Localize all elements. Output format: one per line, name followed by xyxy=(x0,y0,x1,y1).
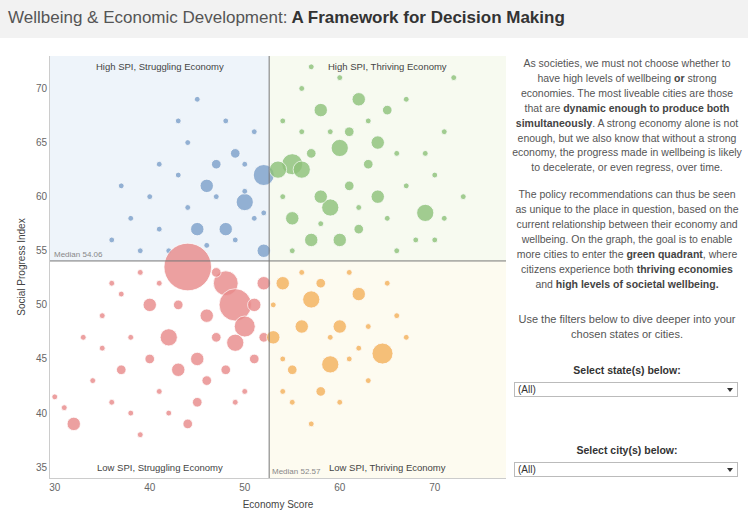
html-text:(All): (All) xyxy=(518,463,536,475)
html-text:The policy recommendations can: The policy recommendations can thus be s… xyxy=(515,188,739,275)
svg-text:Economy Score: Economy Score xyxy=(243,499,314,510)
svg-text:Low SPI, Thriving Economy: Low SPI, Thriving Economy xyxy=(329,462,446,473)
svg-text:High SPI, Thriving Economy: High SPI, Thriving Economy xyxy=(328,61,447,72)
svg-text:30: 30 xyxy=(49,482,61,493)
svg-text:35: 35 xyxy=(36,462,48,473)
html-text:and high levels of societal we: and high levels of societal wellbeing. xyxy=(535,277,719,290)
svg-text:60: 60 xyxy=(36,191,48,202)
html-text:As societies, we must not choo: As societies, we must not choose whether… xyxy=(512,57,742,174)
svg-text:Low SPI, Struggling Economy: Low SPI, Struggling Economy xyxy=(97,462,223,473)
svg-text:70: 70 xyxy=(429,482,441,493)
html-text:Select state(s) below:: Select state(s) below: xyxy=(573,363,681,376)
svg-text:40: 40 xyxy=(144,482,156,493)
svg-text:65: 65 xyxy=(36,137,48,148)
html-text:Use the filters below to dive: Use the filters below to dive deeper int… xyxy=(518,312,736,341)
svg-text:45: 45 xyxy=(36,353,48,364)
svg-text:60: 60 xyxy=(334,482,346,493)
svg-text:Median 54.06: Median 54.06 xyxy=(54,250,103,259)
html-text:Select city(s) below:: Select city(s) below: xyxy=(576,443,678,456)
svg-text:High SPI, Struggling Economy: High SPI, Struggling Economy xyxy=(96,61,224,72)
html-text:Wellbeing & Economic Developme: Wellbeing & Economic Development: A Fram… xyxy=(8,8,565,27)
svg-text:50: 50 xyxy=(36,299,48,310)
svg-text:50: 50 xyxy=(239,482,251,493)
svg-text:40: 40 xyxy=(36,408,48,419)
svg-text:Median 52.57: Median 52.57 xyxy=(272,467,321,476)
svg-text:70: 70 xyxy=(36,83,48,94)
html-text:(All): (All) xyxy=(518,383,536,395)
svg-text:Social Progress Index: Social Progress Index xyxy=(16,218,27,315)
svg-text:55: 55 xyxy=(36,245,48,256)
